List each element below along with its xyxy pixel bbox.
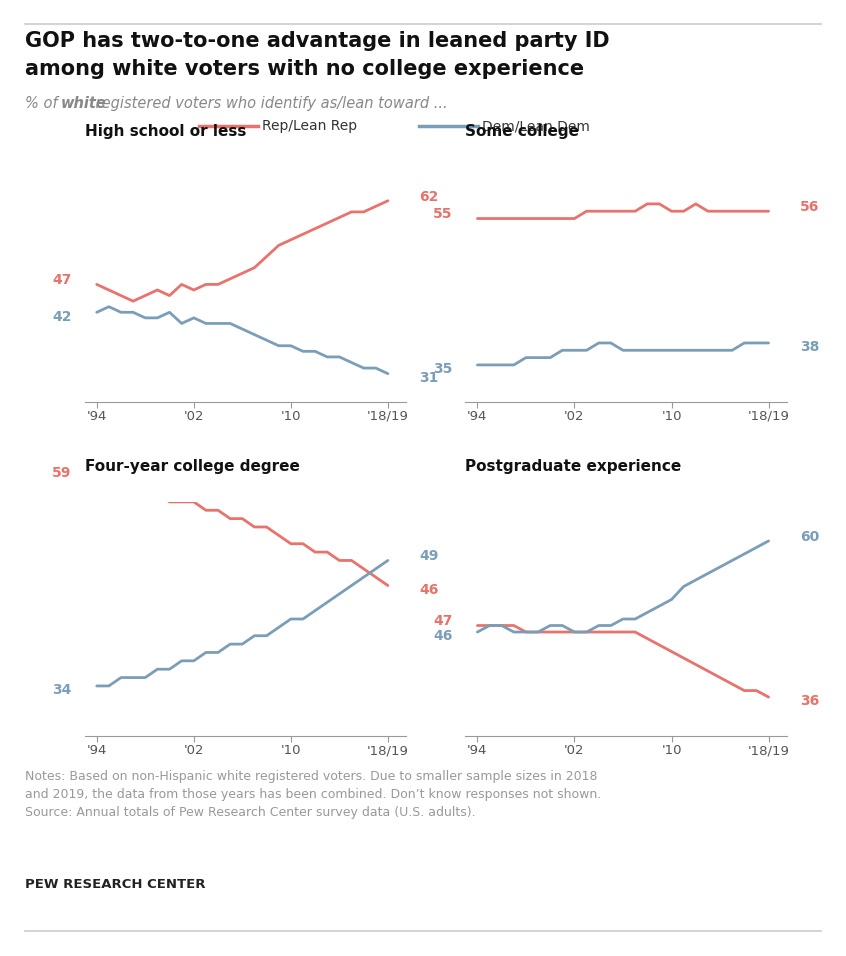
Text: GOP has two-to-one advantage in leaned party ID: GOP has two-to-one advantage in leaned p… (25, 31, 610, 51)
Text: 36: 36 (799, 694, 819, 708)
Text: 31: 31 (419, 371, 438, 385)
Text: Rep/Lean Rep: Rep/Lean Rep (262, 120, 357, 133)
Text: 38: 38 (799, 340, 819, 354)
Text: 49: 49 (419, 550, 438, 563)
Text: 35: 35 (433, 362, 453, 376)
Text: 47: 47 (433, 615, 453, 628)
Text: 56: 56 (799, 200, 819, 214)
Text: Notes: Based on non-Hispanic white registered voters. Due to smaller sample size: Notes: Based on non-Hispanic white regis… (25, 770, 602, 818)
Text: among white voters with no college experience: among white voters with no college exper… (25, 59, 585, 79)
Text: 55: 55 (433, 207, 453, 222)
Text: % of: % of (25, 96, 63, 111)
Text: High school or less: High school or less (85, 124, 246, 140)
Text: Postgraduate experience: Postgraduate experience (465, 459, 682, 474)
Text: Four-year college degree: Four-year college degree (85, 459, 299, 474)
Text: Dem/Lean Dem: Dem/Lean Dem (482, 120, 591, 133)
Text: 46: 46 (433, 629, 453, 643)
Text: Some college: Some college (465, 124, 580, 140)
Text: white: white (61, 96, 107, 111)
Text: PEW RESEARCH CENTER: PEW RESEARCH CENTER (25, 878, 206, 891)
Text: 59: 59 (52, 466, 72, 480)
Text: registered voters who identify as/lean toward ...: registered voters who identify as/lean t… (91, 96, 448, 111)
Text: 34: 34 (52, 684, 72, 697)
Text: 60: 60 (799, 530, 819, 544)
Text: 62: 62 (419, 189, 438, 204)
Text: 47: 47 (52, 273, 72, 287)
Text: 42: 42 (52, 310, 72, 323)
Text: 46: 46 (419, 583, 438, 597)
